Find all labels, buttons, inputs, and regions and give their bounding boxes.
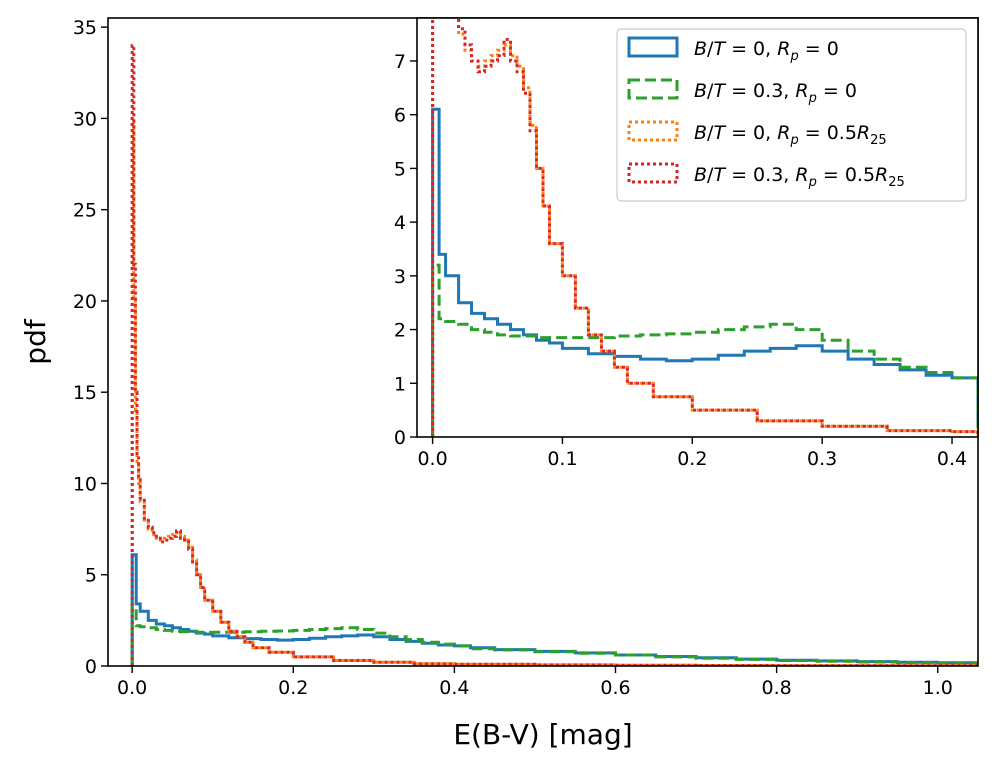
inset-yticks-tick-label: 4 [394,212,406,234]
main-yticks-tick-label: 30 [73,108,97,130]
main-series-group [130,43,978,666]
main-yticks-tick-label: 10 [73,473,97,495]
inset-yticks-tick-label: 2 [394,320,406,342]
legend-swatch-bt03-rp0 [627,78,679,100]
inset-yticks-tick-label: 6 [394,105,406,127]
main-yticks-tick-label: 35 [73,17,97,39]
inset-yticks-tick-label: 7 [394,51,406,73]
inset-series-series-bt03_rp05 [431,18,978,437]
inset-xticks-tick-label: 0.2 [677,448,707,470]
main-y-ticks: 0 5 10 15 20 25 30 35 [73,17,108,678]
legend-label-bt03-rp0: B/T = 0.3, Rp = 0 [694,80,857,106]
inset-axes-frame [416,17,979,438]
main-xticks-tick-label: 0.2 [278,677,308,699]
inset-series-series-bt03_rp0 [431,263,978,437]
main-xticks-tick-label: 0.4 [439,677,469,699]
main-yticks-tick-label: 0 [85,656,97,678]
y-axis-label: pdf [19,318,52,365]
inset-series-group [431,18,978,437]
inset-yticks-tick-label: 3 [394,266,406,288]
legend-swatch-bt03-rp05 [627,162,679,184]
main-x-ticks: 0.0 0.2 0.4 0.6 0.8 1.0 [117,666,953,699]
inset-x-ticks: 0.0 0.1 0.2 0.3 0.4 [417,437,967,470]
main-series-series-bt03_rp05 [130,43,978,666]
inset-y-ticks: 0 1 2 3 4 5 6 7 [394,51,417,449]
main-xticks-tick-label: 0.8 [762,677,792,699]
legend: B/T = 0, Rp = 0 B/T = 0.3, Rp = 0 B/T = … [616,28,967,202]
main-series-series-bt0_rp0 [130,553,978,666]
inset-xticks-tick-label: 0.0 [417,448,447,470]
inset-xticks-tick-label: 0.3 [807,448,837,470]
main-yticks-tick-label: 20 [73,291,97,313]
legend-box [616,28,967,202]
inset-yticks-tick-label: 5 [394,158,406,180]
main-yticks-tick-label: 5 [85,565,97,587]
main-xticks-tick-label: 0.0 [117,677,147,699]
main-series-series-bt03_rp0 [130,606,978,666]
main-xticks-tick-label: 0.6 [600,677,630,699]
inset-yticks-tick-label: 1 [394,373,406,395]
legend-label-bt03-rp05: B/T = 0.3, Rp = 0.5R25 [694,164,905,190]
inset-xticks-tick-label: 0.1 [547,448,577,470]
legend-label-bt0-rp05: B/T = 0, Rp = 0.5R25 [694,122,887,148]
legend-label-bt0-rp0: B/T = 0, Rp = 0 [694,38,839,64]
inset-series-series-bt0_rp0 [431,107,978,437]
main-yticks-tick-label: 15 [73,382,97,404]
inset-series-series-bt0_rp05 [431,18,978,437]
inset-yticks-tick-label: 0 [394,427,406,449]
inset-xticks-tick-label: 0.4 [937,448,967,470]
legend-swatch-bt0-rp0 [627,36,679,58]
main-xticks-tick-label: 1.0 [923,677,953,699]
x-axis-label: E(B-V) [mag] [453,718,632,751]
legend-swatch-bt0-rp05 [627,120,679,142]
main-yticks-tick-label: 25 [73,200,97,222]
